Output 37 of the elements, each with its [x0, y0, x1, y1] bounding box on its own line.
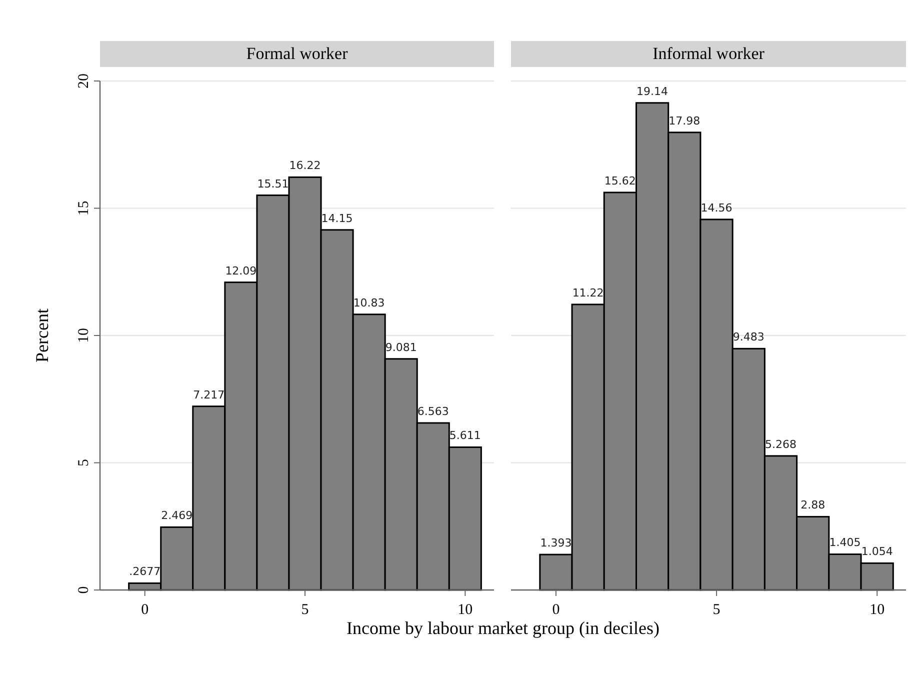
data-label: 16.22 [289, 159, 321, 172]
data-label: .2677 [129, 565, 161, 578]
data-label: 6.563 [417, 404, 449, 418]
data-label: 9.081 [385, 340, 417, 354]
x-axis-title: Income by labour market group (in deciles) [346, 618, 660, 638]
data-label: 15.51 [257, 177, 289, 190]
data-label: 19.14 [636, 84, 668, 98]
data-label: 9.483 [732, 330, 764, 344]
chart-title: Informal worker [652, 44, 765, 63]
data-label: 1.405 [829, 536, 861, 550]
data-label: 5.268 [765, 438, 797, 451]
y-tick-label: 5 [76, 459, 92, 466]
chart-title: Formal worker [246, 44, 348, 63]
data-label: 10.83 [353, 296, 385, 310]
x-tick-label: 5 [712, 602, 720, 618]
data-label: 2.469 [161, 509, 193, 522]
y-tick-label: 10 [76, 328, 92, 343]
x-tick-label: 10 [870, 602, 885, 618]
data-label: 17.98 [668, 114, 700, 128]
x-tick-label: 0 [141, 602, 149, 618]
data-label: 7.217 [193, 388, 225, 402]
y-axis-title: Percent [32, 308, 52, 362]
data-label: 11.22 [572, 286, 604, 300]
data-label: 1.054 [861, 545, 893, 558]
x-tick-label: 5 [301, 602, 309, 618]
y-tick-label: 20 [76, 74, 92, 88]
data-label: 14.15 [321, 212, 353, 225]
y-tick-label: 15 [76, 200, 92, 216]
data-label: 14.56 [700, 201, 732, 214]
y-tick-label: 0 [76, 586, 92, 594]
data-label: 12.09 [225, 264, 257, 278]
x-tick-label: 0 [552, 602, 560, 618]
x-tick-label: 10 [458, 602, 473, 618]
data-label: 2.88 [800, 498, 826, 512]
data-label: 15.62 [604, 174, 636, 188]
data-label: 1.393 [540, 536, 572, 550]
data-label: 5.611 [449, 429, 481, 442]
